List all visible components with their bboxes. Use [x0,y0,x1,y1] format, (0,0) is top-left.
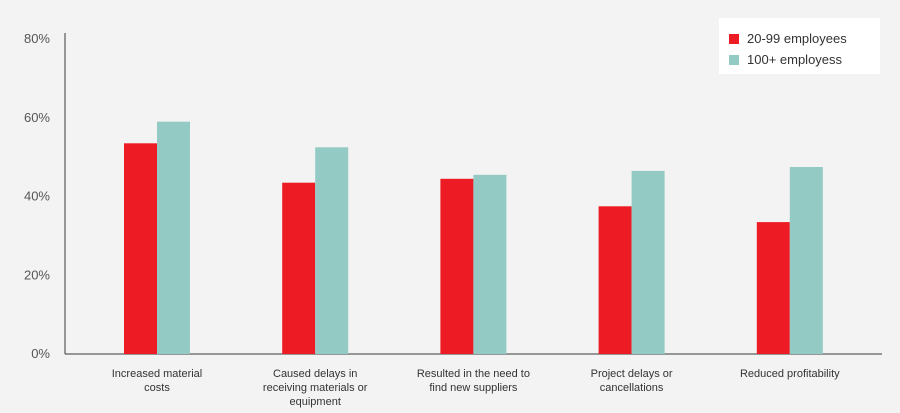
bar-series-1-cat-0 [157,121,190,354]
category-label: Caused delays in receiving materials or eq… [263,368,368,408]
bar-series-0-cat-3 [598,206,632,354]
bar-series-1-cat-1 [315,147,349,354]
bar-series-1-cat-3 [631,170,665,354]
legend-label-series-1: 100+ employess [747,52,843,67]
category-label: Reduced profitability [740,368,840,380]
category-label: Resulted in the need to find new supplier… [417,368,530,394]
bar-series-0-cat-0 [124,143,157,354]
legend-item-series-0: 20-99 employees [729,28,870,49]
legend: 20-99 employees 100+ employess [719,18,880,74]
category-label: Project delays or cancellations [591,368,673,394]
bar-series-0-cat-2 [440,178,474,354]
legend-swatch-series-0 [729,33,739,44]
y-tick-label: 40% [24,189,50,204]
y-tick-label: 20% [24,267,50,282]
y-tick-labels: 0% 20% 40% 60% 80% [24,31,50,361]
bar-series-0-cat-1 [282,182,316,354]
legend-label-series-0: 20-99 employees [747,31,847,46]
bar-series-1-cat-4 [789,167,823,354]
bars [124,121,823,354]
y-tick-label: 0% [31,346,50,361]
y-tick-label: 80% [24,31,50,46]
legend-item-series-1: 100+ employess [729,49,870,70]
legend-swatch-series-1 [729,54,739,65]
bar-series-0-cat-4 [756,222,790,354]
y-tick-label: 60% [24,110,50,125]
bar-series-1-cat-2 [473,174,507,354]
category-labels: Increased material costs Caused delays in r… [112,368,840,408]
category-label: Increased material costs [112,368,203,394]
